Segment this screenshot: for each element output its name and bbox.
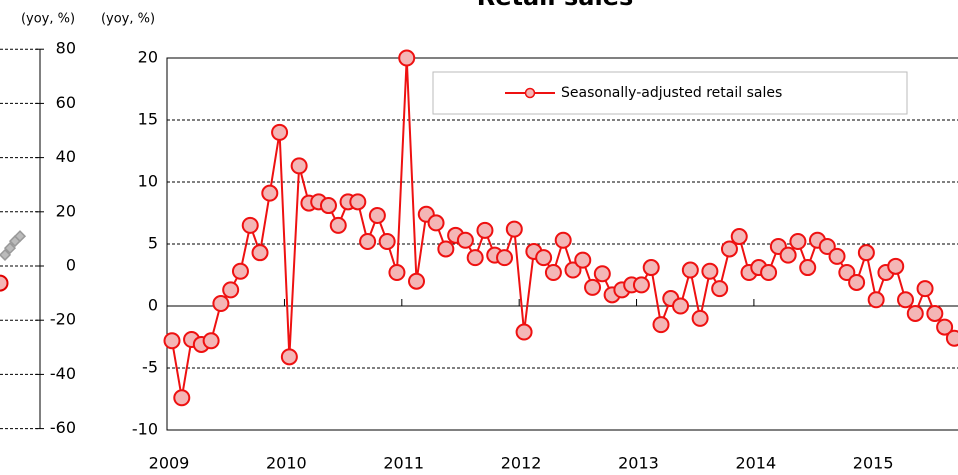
x-tick-label: 2015 xyxy=(853,454,894,473)
point xyxy=(564,261,582,279)
point xyxy=(789,233,807,251)
point xyxy=(271,123,289,141)
x-tick-label: 2011 xyxy=(383,454,424,473)
point xyxy=(642,259,660,277)
point xyxy=(515,323,533,341)
y-tick-label: -60 xyxy=(50,418,76,437)
point xyxy=(799,259,817,277)
point xyxy=(701,262,719,280)
y-tick-label: 20 xyxy=(56,201,76,220)
axis-label: (yoy, %) xyxy=(21,12,75,27)
y-tick-label: -5 xyxy=(142,358,158,377)
point xyxy=(466,249,484,267)
point xyxy=(0,274,9,292)
point xyxy=(251,244,269,262)
point xyxy=(897,291,914,309)
point xyxy=(730,228,748,246)
y-tick-label: -40 xyxy=(50,364,76,383)
point xyxy=(329,216,347,234)
point xyxy=(916,280,934,298)
point xyxy=(427,214,445,232)
point xyxy=(261,184,279,202)
point xyxy=(593,265,611,283)
x-tick-label: 2014 xyxy=(735,454,776,473)
point xyxy=(496,249,514,267)
point xyxy=(632,276,650,294)
point xyxy=(505,220,523,238)
point xyxy=(212,295,230,313)
point xyxy=(554,231,572,249)
y-tick-label: 80 xyxy=(56,39,76,58)
x-tick-label: 2013 xyxy=(618,454,659,473)
y-tick-label: -10 xyxy=(132,420,158,439)
point xyxy=(681,261,699,279)
y-tick-label: 10 xyxy=(138,172,158,191)
point xyxy=(544,264,562,282)
point xyxy=(456,231,474,249)
y-tick-label: 5 xyxy=(148,234,158,253)
point xyxy=(828,247,846,265)
point xyxy=(222,281,240,299)
y-tick-label: 0 xyxy=(148,296,158,315)
point xyxy=(584,278,602,296)
point xyxy=(652,316,670,334)
point xyxy=(906,304,924,322)
y-tick-label: 60 xyxy=(56,93,76,112)
point xyxy=(779,246,797,264)
point xyxy=(936,318,954,336)
y-tick-label: 40 xyxy=(56,147,76,166)
point xyxy=(368,206,386,224)
point xyxy=(848,273,866,291)
point xyxy=(760,264,778,282)
axis-label: (yoy, %) xyxy=(101,12,155,27)
point xyxy=(887,257,905,275)
y-tick-label: -20 xyxy=(50,310,76,329)
point xyxy=(349,193,367,211)
point xyxy=(163,332,181,350)
point xyxy=(691,309,709,327)
point xyxy=(0,248,12,261)
point xyxy=(408,272,425,290)
point xyxy=(945,329,958,347)
point xyxy=(838,264,856,282)
point xyxy=(926,304,944,322)
point xyxy=(720,240,738,258)
point xyxy=(3,242,17,255)
point xyxy=(290,157,308,175)
point xyxy=(378,233,396,251)
point xyxy=(398,49,416,67)
point xyxy=(173,389,191,407)
point xyxy=(241,216,259,234)
point xyxy=(857,244,875,262)
x-tick-label: 2010 xyxy=(266,454,307,473)
point xyxy=(574,251,592,269)
y-tick-label: 0 xyxy=(66,256,76,275)
point xyxy=(202,332,220,350)
y-tick-label: 20 xyxy=(138,48,158,67)
point xyxy=(319,197,337,215)
point xyxy=(867,291,885,309)
point xyxy=(672,297,690,315)
point xyxy=(535,249,553,267)
point xyxy=(711,280,729,298)
point xyxy=(476,221,494,239)
chart-title: Retail sales xyxy=(477,0,634,11)
y-tick-label: 15 xyxy=(138,110,158,129)
legend-label: Seasonally-adjusted retail sales xyxy=(561,85,782,101)
legend-marker xyxy=(524,87,536,99)
point xyxy=(388,264,406,282)
point xyxy=(13,230,27,243)
point xyxy=(231,262,249,280)
point xyxy=(818,237,836,255)
point xyxy=(437,240,455,258)
x-tick-label: 2012 xyxy=(501,454,542,473)
x-tick-label: 2009 xyxy=(149,454,190,473)
point xyxy=(280,348,298,366)
point xyxy=(359,233,377,251)
